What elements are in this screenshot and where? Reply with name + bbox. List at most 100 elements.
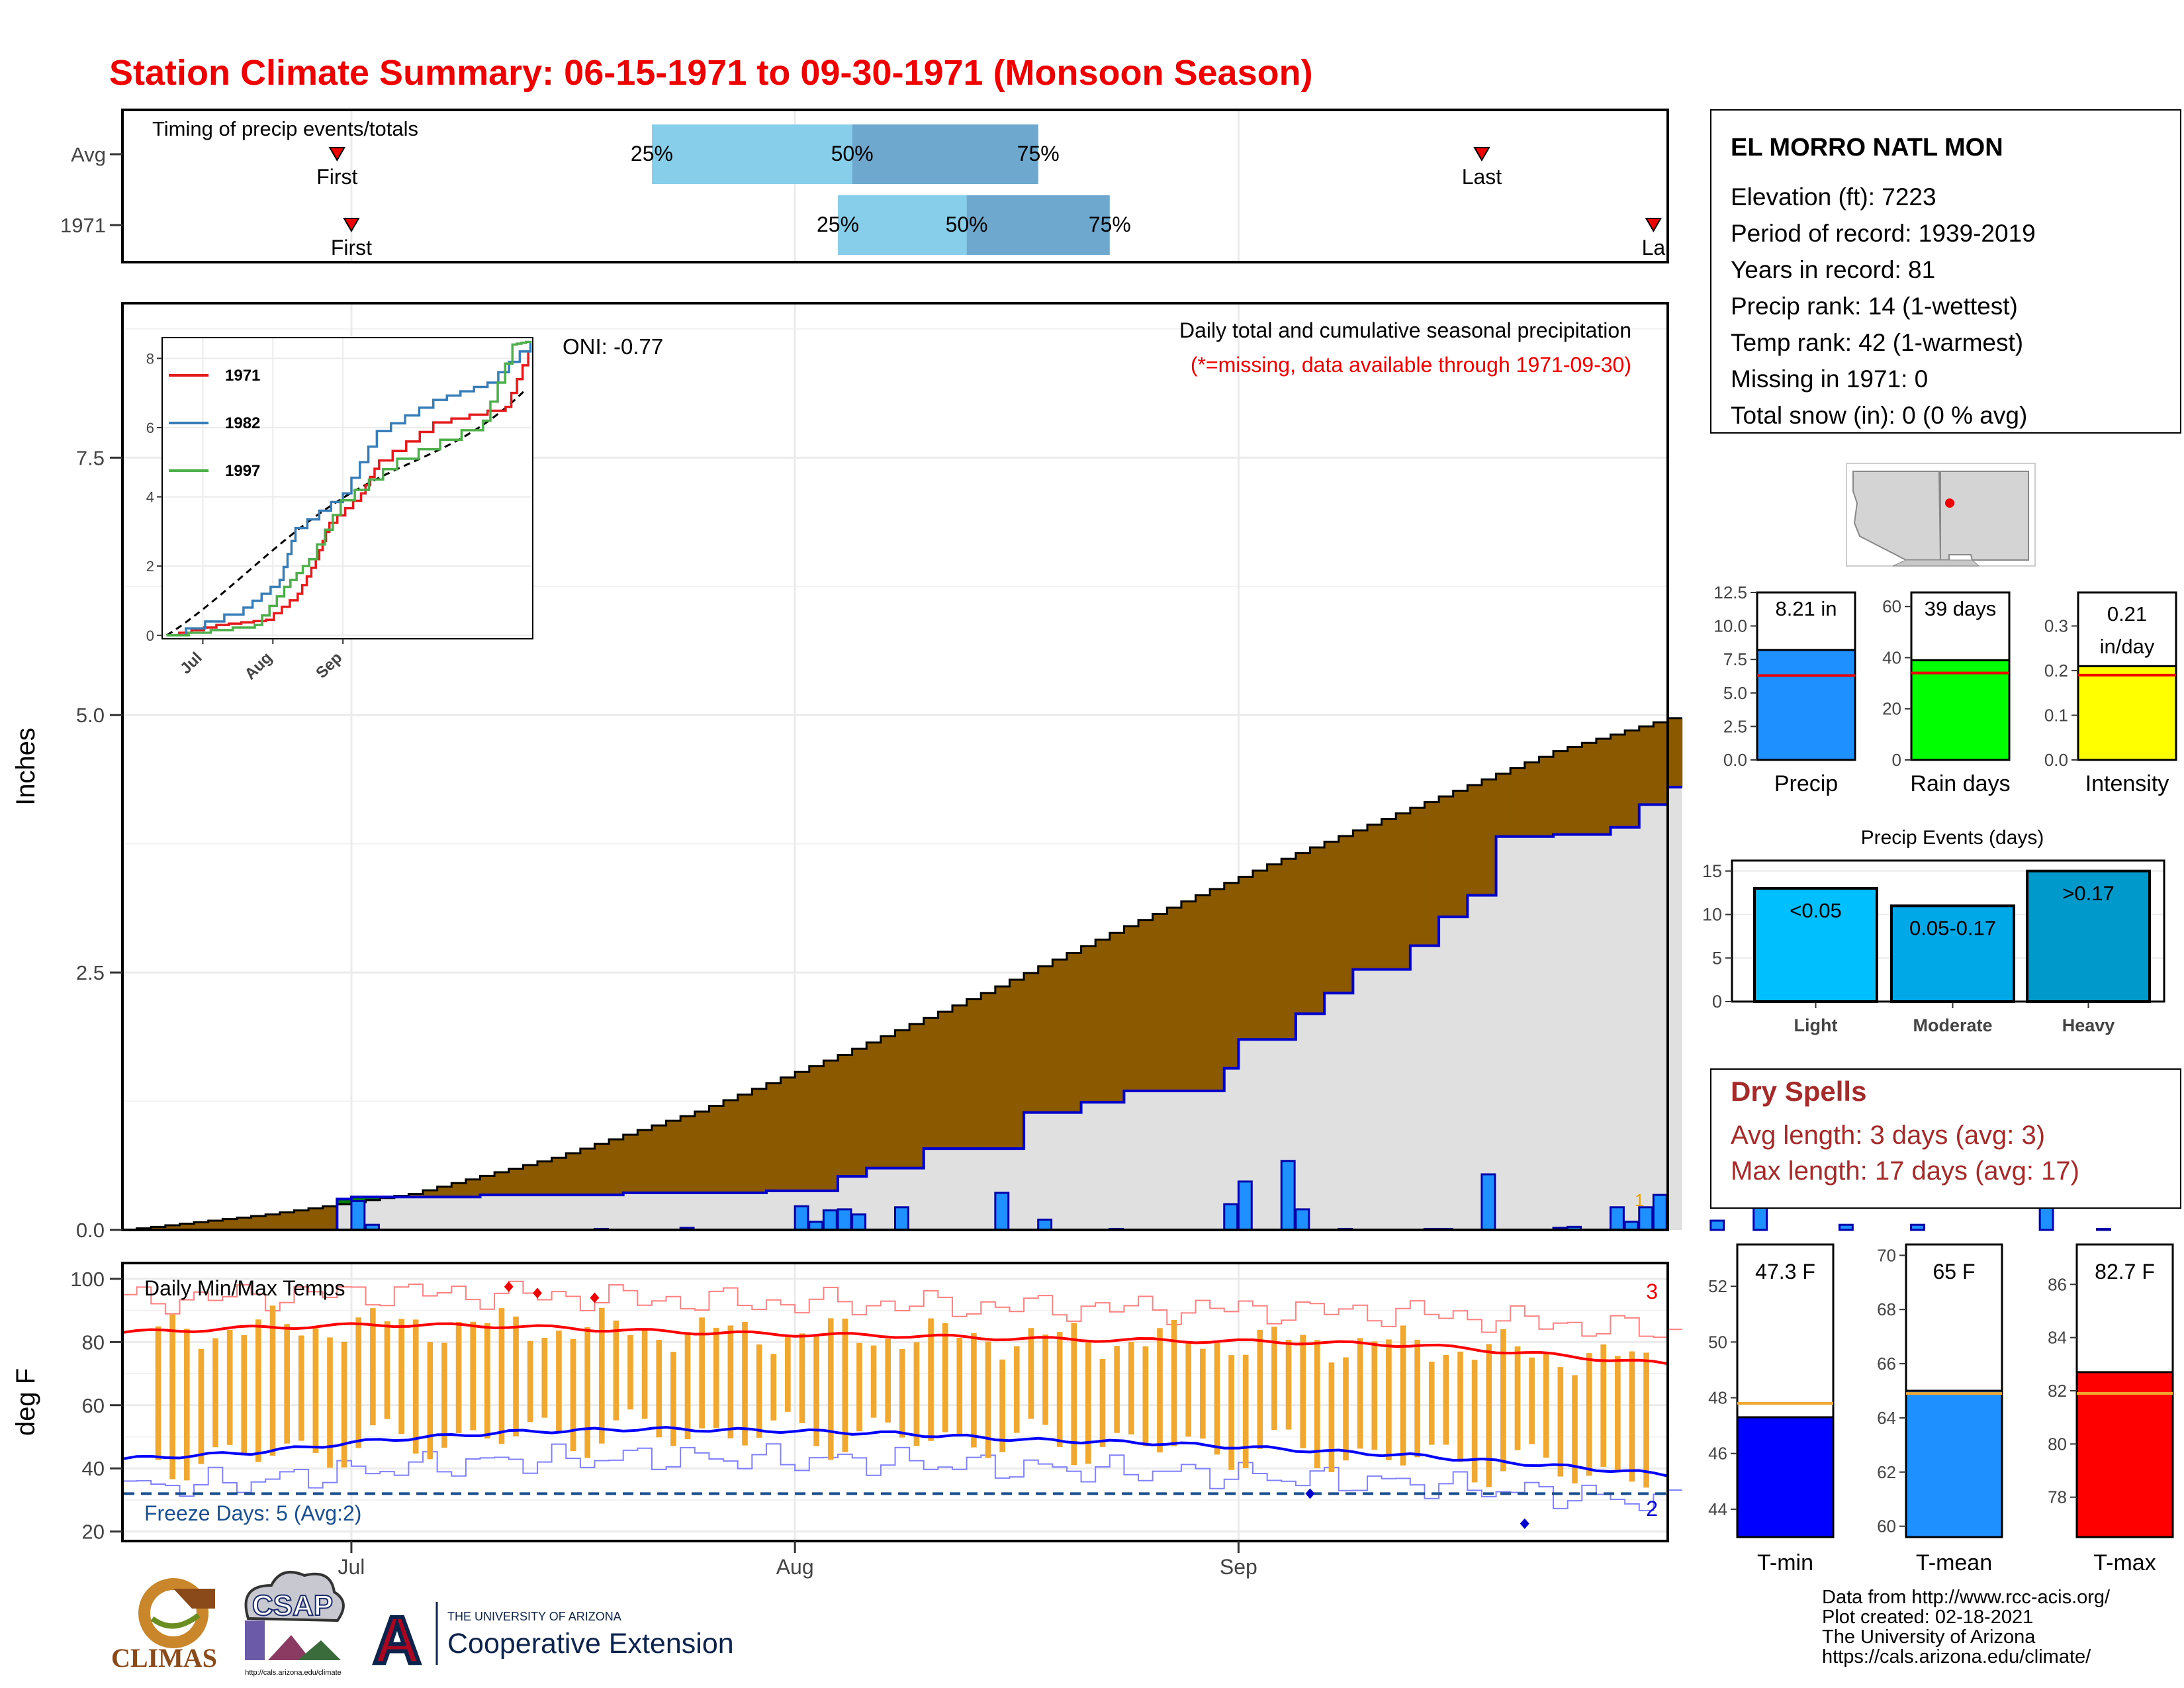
- mini-bar-label: Rain days: [1910, 771, 2010, 796]
- daily-temp-range-bar: [1414, 1339, 1420, 1458]
- deficit-area: [1524, 762, 1540, 837]
- daily-temp-range-bar: [1471, 1360, 1478, 1483]
- daily-temp-range-bar: [656, 1340, 662, 1438]
- page-title: Station Climate Summary: 06-15-1971 to 0…: [109, 53, 1313, 93]
- deficit-area: [1582, 743, 1597, 835]
- daily-temp-range-bar: [999, 1359, 1005, 1452]
- temp-y-label: deg F: [11, 1368, 40, 1436]
- csap-logo: CSAP http://cals.arizona.edu/climate: [244, 1571, 345, 1677]
- temp-bar-ytick-label: 80: [2048, 1434, 2067, 1454]
- temp-bar-tmean: [1905, 1389, 2003, 1538]
- daily-temp-range-bar: [1071, 1323, 1077, 1466]
- deficit-area: [795, 1072, 810, 1191]
- deficit-area: [294, 1210, 309, 1230]
- deficit-area: [680, 1116, 696, 1193]
- mini-bar-intensity: [2077, 665, 2177, 761]
- mini-bar-value: 8.21 in: [1775, 597, 1837, 620]
- daily-precip-bar: [851, 1213, 867, 1231]
- daily-temp-range-bar: [742, 1321, 748, 1446]
- daily-temp-range-bar: [498, 1308, 505, 1444]
- dry-spells-max: Max length: 17 days (avg: 17): [1731, 1156, 2079, 1186]
- mini-bar-value-unit: in/day: [2100, 635, 2155, 658]
- month-tick-label: Jul: [338, 1555, 365, 1579]
- station-info-line: Total snow (in): 0 (0 % avg): [1731, 402, 2027, 429]
- daily-temp-range-bar: [727, 1325, 734, 1438]
- daily-temp-range-bar: [441, 1342, 447, 1448]
- deficit-area: [236, 1217, 252, 1230]
- daily-precip-bar: [1237, 1180, 1253, 1231]
- event-bar-value-label: >0.17: [2062, 882, 2114, 905]
- daily-precip-bar: [994, 1192, 1010, 1231]
- deficit-area: [465, 1179, 481, 1197]
- deficit-area: [895, 1030, 910, 1168]
- daily-temp-range-bar: [398, 1319, 404, 1434]
- deficit-area: [1224, 882, 1239, 1068]
- station-info-line: Precip rank: 14 (1-wettest): [1731, 293, 2018, 320]
- deficit-area: [1453, 790, 1468, 917]
- daily-temp-range-bar: [1300, 1335, 1306, 1448]
- precip-y-label: Inches: [11, 727, 40, 806]
- deficit-area: [1081, 946, 1096, 1103]
- daily-precip-bar: [1280, 1160, 1296, 1231]
- csap-logo-text: CSAP: [252, 1589, 333, 1622]
- event-bar-light: [1753, 887, 1878, 1004]
- deficit-area: [1210, 889, 1225, 1091]
- deficit-area: [208, 1221, 223, 1230]
- deficit-area: [222, 1219, 238, 1230]
- daily-temp-range-bar: [799, 1333, 805, 1423]
- daily-precip-bar: [1295, 1208, 1310, 1231]
- daily-temp-range-bar: [484, 1323, 490, 1439]
- daily-precip-bar: [794, 1205, 809, 1231]
- credit-line: The University of Arizona: [1822, 1626, 2036, 1648]
- mini-bar-ytick-label: 10.0: [1713, 616, 1747, 636]
- temp-bar-ytick-label: 62: [1877, 1462, 1896, 1482]
- mini-bar-ytick-label: 20: [1882, 699, 1901, 719]
- temp-bar-ytick-label: 78: [2048, 1487, 2067, 1507]
- daily-temp-range-bar: [598, 1307, 605, 1444]
- deficit-area: [494, 1172, 510, 1196]
- daily-temp-range-bar: [985, 1341, 991, 1458]
- temp-bar-ytick-label: 84: [2048, 1328, 2067, 1348]
- events-title: Precip Events (days): [1861, 827, 2044, 849]
- precip-ytick-label: 7.5: [76, 446, 105, 469]
- surplus-area: [351, 1197, 367, 1202]
- timing-q2-bar: [966, 195, 1110, 255]
- credits: Data from http://www.rcc-acis.org/ Plot …: [1822, 1587, 2111, 1667]
- deficit-area: [723, 1100, 739, 1193]
- deficit-area: [566, 1153, 581, 1196]
- timing-q75-label: 75%: [1017, 142, 1060, 165]
- mini-bar-ytick-label: 0.3: [2044, 616, 2068, 636]
- daily-temp-range-bar: [827, 1318, 834, 1460]
- daily-temp-range-bar: [1600, 1344, 1607, 1467]
- temp-panel: 20 40 60 80 100 deg F Daily Min/Max Temps Fr…: [11, 1262, 1682, 1544]
- deficit-area: [1167, 908, 1182, 1091]
- station-info-line: Elevation (ft): 7223: [1731, 183, 1936, 211]
- location-map: [1846, 463, 2036, 567]
- deficit-area: [623, 1135, 638, 1193]
- daily-temp-range-bar: [785, 1336, 791, 1412]
- deficit-area: [609, 1139, 624, 1196]
- events-ytick-label: 0: [1712, 992, 1722, 1011]
- events-ytick-label: 10: [1702, 905, 1722, 925]
- daily-temp-range-bar: [1214, 1342, 1220, 1455]
- temp-bar-ytick-label: 86: [2048, 1274, 2067, 1294]
- deficit-area: [1109, 933, 1125, 1103]
- record-high-marker: [590, 1292, 600, 1303]
- events-frame: [1731, 859, 2165, 1003]
- mini-bar-ytick-label: 0.2: [2044, 661, 2068, 680]
- daily-temp-range-bar: [427, 1342, 433, 1460]
- event-bar-heavy: [2026, 869, 2151, 1004]
- deficit-area: [981, 993, 996, 1149]
- daily-precip-bar: [1652, 1194, 1668, 1231]
- mini-bar-precip: [1756, 649, 1856, 761]
- record-low-marker: [1305, 1488, 1315, 1499]
- mini-bar-value: 0.21: [2107, 602, 2147, 626]
- mini-bar-ytick-label: 7.5: [1723, 649, 1747, 669]
- mini-bar-ytick-label: 0: [1892, 750, 1901, 770]
- temp-bar-label: T-min: [1757, 1550, 1813, 1575]
- daily-temp-range-bar: [1314, 1340, 1320, 1468]
- temp-ytick-label: 60: [82, 1394, 105, 1417]
- deficit-area: [1653, 722, 1668, 805]
- deficit-area: [1424, 802, 1439, 946]
- mini-bar-ytick-label: 2.5: [1723, 716, 1747, 736]
